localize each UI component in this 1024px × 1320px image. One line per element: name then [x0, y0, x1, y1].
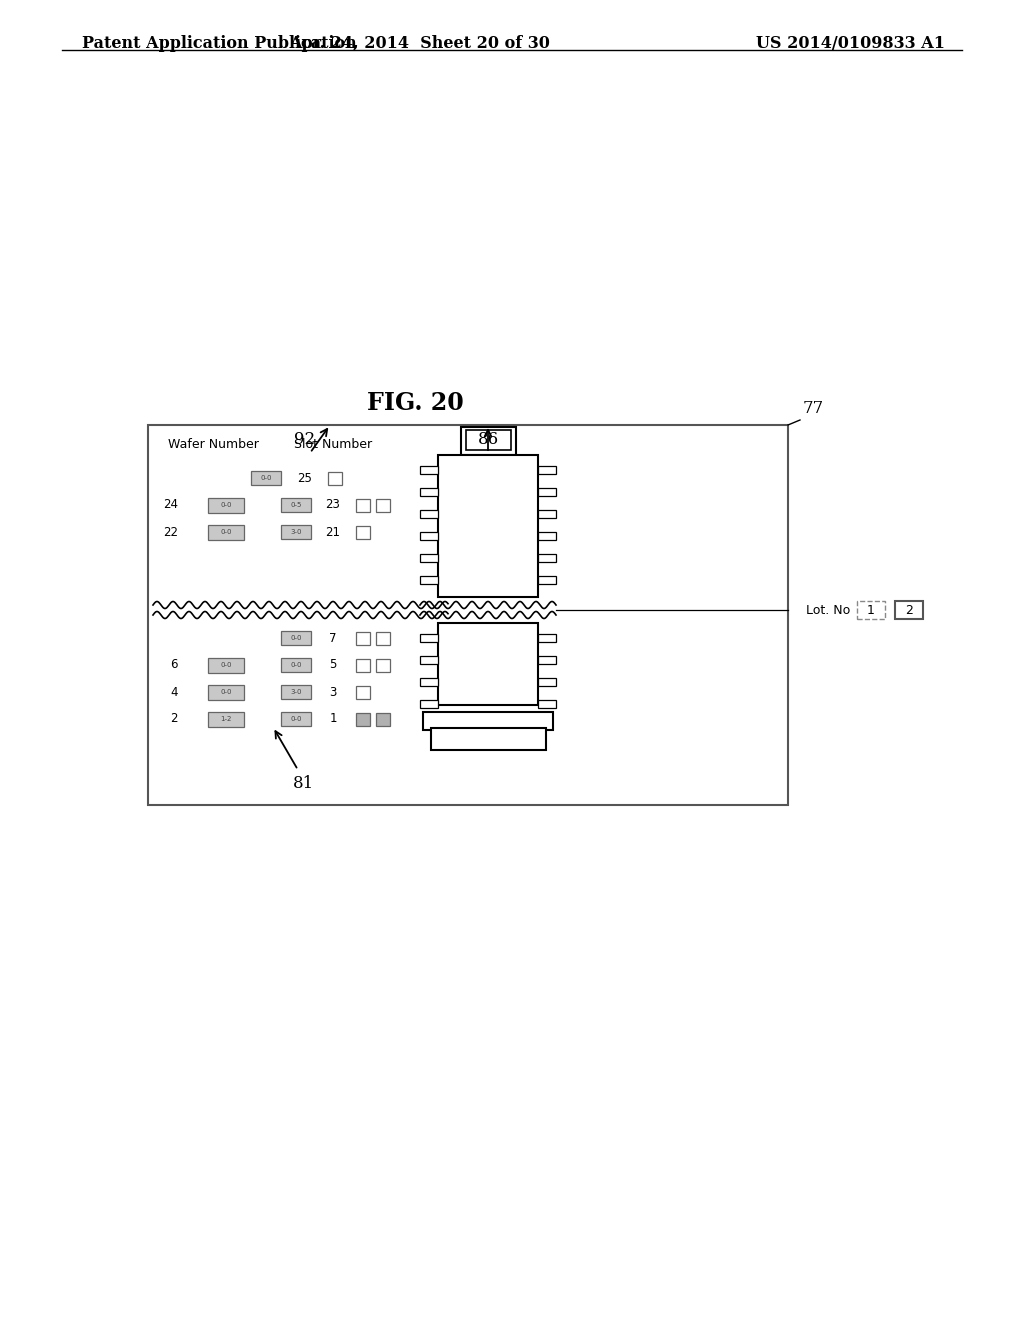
- Bar: [281, 498, 311, 512]
- Bar: [376, 631, 390, 644]
- Bar: [356, 499, 370, 511]
- Text: 86: 86: [477, 432, 499, 447]
- Text: 5: 5: [330, 659, 337, 672]
- Bar: [251, 471, 281, 484]
- Bar: [281, 711, 311, 726]
- Bar: [538, 634, 556, 642]
- Text: 1-2: 1-2: [220, 715, 231, 722]
- Bar: [376, 499, 390, 511]
- Text: 3-0: 3-0: [290, 529, 302, 535]
- Bar: [538, 678, 556, 686]
- Text: Lot. No: Lot. No: [806, 603, 850, 616]
- Bar: [538, 532, 556, 540]
- Bar: [430, 729, 546, 750]
- Text: 1: 1: [330, 713, 337, 726]
- Bar: [461, 426, 515, 455]
- Bar: [420, 466, 438, 474]
- Text: 81: 81: [293, 775, 313, 792]
- Text: 7: 7: [330, 631, 337, 644]
- Bar: [420, 678, 438, 686]
- Text: 6: 6: [171, 659, 178, 672]
- Bar: [538, 510, 556, 517]
- Text: 3-0: 3-0: [290, 689, 302, 696]
- Bar: [420, 576, 438, 583]
- Text: 4: 4: [171, 685, 178, 698]
- Bar: [466, 430, 511, 450]
- Bar: [208, 657, 244, 672]
- Text: 23: 23: [326, 499, 340, 511]
- Text: 0-0: 0-0: [290, 635, 302, 642]
- Bar: [420, 488, 438, 496]
- Text: FIG. 20: FIG. 20: [367, 391, 464, 414]
- Text: 0-0: 0-0: [220, 529, 231, 535]
- Bar: [538, 466, 556, 474]
- Bar: [420, 532, 438, 540]
- Text: Slot Number: Slot Number: [294, 438, 372, 451]
- Text: 24: 24: [163, 499, 178, 511]
- Bar: [208, 524, 244, 540]
- Text: 0-0: 0-0: [260, 475, 271, 480]
- Bar: [281, 685, 311, 700]
- Bar: [420, 634, 438, 642]
- Text: 25: 25: [298, 471, 312, 484]
- Text: 0-0: 0-0: [220, 689, 231, 696]
- Bar: [438, 623, 538, 705]
- Bar: [895, 601, 923, 619]
- Text: 0-0: 0-0: [220, 502, 231, 508]
- Bar: [281, 525, 311, 539]
- Bar: [208, 711, 244, 726]
- Bar: [420, 510, 438, 517]
- Bar: [538, 488, 556, 496]
- Text: 0-0: 0-0: [290, 715, 302, 722]
- Text: 1: 1: [867, 603, 874, 616]
- Text: 2: 2: [171, 713, 178, 726]
- Bar: [420, 700, 438, 708]
- Text: 77: 77: [803, 400, 824, 417]
- Bar: [538, 576, 556, 583]
- Bar: [356, 525, 370, 539]
- Text: Patent Application Publication: Patent Application Publication: [82, 36, 356, 51]
- Bar: [356, 713, 370, 726]
- Bar: [538, 700, 556, 708]
- Text: 0-5: 0-5: [291, 502, 302, 508]
- Text: 0-0: 0-0: [290, 663, 302, 668]
- Bar: [356, 685, 370, 698]
- Bar: [538, 554, 556, 562]
- Text: US 2014/0109833 A1: US 2014/0109833 A1: [756, 36, 945, 51]
- Bar: [356, 631, 370, 644]
- Bar: [376, 713, 390, 726]
- Bar: [857, 601, 885, 619]
- Text: 0-0: 0-0: [220, 663, 231, 668]
- Text: 22: 22: [163, 525, 178, 539]
- Text: 92: 92: [295, 432, 315, 447]
- Text: 3: 3: [330, 685, 337, 698]
- Bar: [420, 554, 438, 562]
- Bar: [281, 657, 311, 672]
- Text: Apr. 24, 2014  Sheet 20 of 30: Apr. 24, 2014 Sheet 20 of 30: [290, 36, 551, 51]
- Bar: [423, 711, 553, 730]
- Text: 21: 21: [326, 525, 341, 539]
- Text: 2: 2: [905, 603, 913, 616]
- Bar: [356, 659, 370, 672]
- Bar: [438, 455, 538, 597]
- Bar: [376, 659, 390, 672]
- Bar: [208, 498, 244, 512]
- Bar: [328, 471, 342, 484]
- Bar: [208, 685, 244, 700]
- Bar: [148, 425, 788, 805]
- Bar: [281, 631, 311, 645]
- Bar: [420, 656, 438, 664]
- Text: Wafer Number: Wafer Number: [168, 438, 258, 451]
- Bar: [538, 656, 556, 664]
